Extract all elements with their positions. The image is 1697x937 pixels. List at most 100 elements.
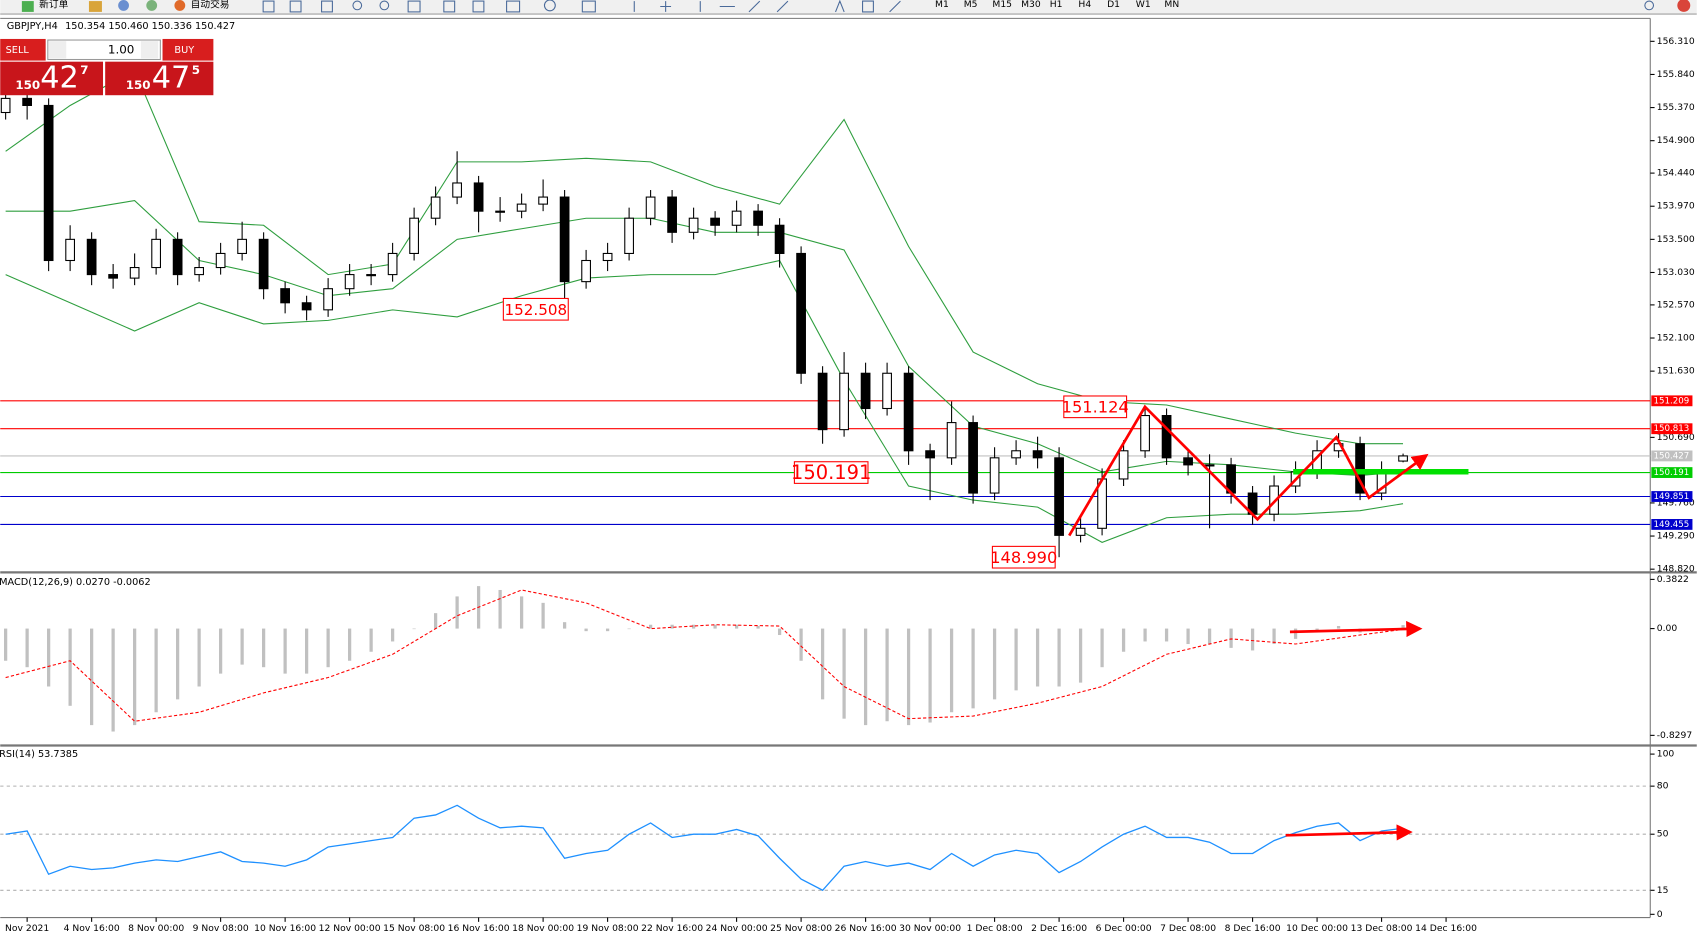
timeframe-button[interactable]: M15 — [992, 0, 1012, 10]
macd-bar — [648, 624, 653, 629]
macd-bar — [863, 628, 868, 726]
tool-icon[interactable] — [289, 0, 302, 13]
macd-bar — [25, 628, 29, 668]
macd-bar — [111, 628, 115, 732]
y-tick-label: 15 — [1657, 885, 1669, 896]
toolbar-icon[interactable] — [146, 0, 158, 11]
timeframe-button[interactable]: MN — [1164, 0, 1179, 10]
y-tick-label: 153.970 — [1657, 201, 1695, 212]
auto-trading-button[interactable]: 自动交易 — [191, 0, 230, 10]
bid-price[interactable] — [0, 61, 104, 96]
price-level-tag — [1651, 450, 1693, 462]
candle-body — [925, 450, 935, 459]
candle-body — [108, 274, 118, 279]
tool-icon[interactable] — [321, 0, 333, 13]
macd-bar — [133, 628, 137, 726]
y-tick-label: 80 — [1657, 781, 1669, 792]
macd-bar — [390, 628, 395, 642]
macd-bar — [971, 628, 975, 709]
auto-trading-icon[interactable] — [174, 0, 186, 11]
timeframe-button[interactable]: H1 — [1050, 0, 1063, 10]
macd-bar — [304, 628, 309, 674]
ask-price[interactable] — [105, 61, 214, 96]
tool-icon[interactable] — [543, 0, 556, 12]
macd-bar — [992, 628, 997, 700]
timeframe-button[interactable]: W1 — [1136, 0, 1151, 10]
price-level-label: 149.851 — [1653, 492, 1689, 502]
timeframe-button[interactable]: M1 — [935, 0, 949, 10]
candle-body — [129, 267, 140, 279]
x-tick-label: 9 Nov 08:00 — [193, 923, 249, 934]
one-click-trading: SELL 1.00 BUY 150 42 7 150 47 5 — [0, 38, 214, 96]
sell-button[interactable] — [0, 38, 46, 61]
tool-icon[interactable] — [443, 0, 456, 13]
tool-icon[interactable] — [472, 0, 485, 13]
candle-body — [774, 224, 785, 254]
y-tick-label: 0 — [1657, 909, 1663, 920]
chart-quote: 150.354 150.460 150.336 150.427 — [65, 21, 235, 32]
tool-icon[interactable] — [506, 0, 521, 13]
drawing-tools[interactable] — [633, 0, 901, 13]
candle-body — [516, 203, 527, 212]
macd-bar — [90, 628, 94, 726]
candle-body — [215, 252, 226, 269]
ask-main: 47 — [152, 60, 191, 95]
y-tick-label: 150.690 — [1657, 432, 1695, 443]
x-tick-label: 14 Dec 16:00 — [1415, 923, 1477, 934]
x-tick-label: 10 Dec 00:00 — [1286, 923, 1348, 934]
timeframe-button[interactable]: M5 — [964, 0, 978, 10]
candle-body — [323, 288, 333, 311]
zigzag-drawing — [1068, 404, 1429, 537]
candle-body — [151, 238, 161, 269]
candle-body — [1204, 464, 1215, 467]
toolbar-icon[interactable] — [118, 0, 129, 11]
new-order-icon[interactable] — [21, 1, 34, 12]
tool-icon[interactable] — [581, 0, 596, 13]
timeframe-button[interactable]: D1 — [1107, 0, 1120, 10]
macd-bar — [799, 628, 803, 661]
macd-bar — [756, 626, 760, 629]
macd-signal — [5, 589, 1404, 722]
tool-icon[interactable] — [407, 0, 421, 13]
timeframe-button[interactable]: M30 — [1021, 0, 1041, 10]
candle-body — [194, 267, 204, 276]
candle-body — [452, 182, 462, 198]
macd-bar — [734, 624, 739, 629]
zoom-in[interactable] — [352, 0, 363, 11]
toolbar-icon[interactable] — [88, 1, 102, 12]
search-icon[interactable] — [1644, 0, 1655, 11]
rsi-arrow — [1285, 824, 1413, 841]
bid-small: 7 — [80, 63, 88, 77]
candle-body — [946, 422, 957, 459]
y-tick-label: -0.8297 — [1657, 730, 1693, 741]
new-order-button[interactable]: 新订单 — [39, 0, 68, 10]
lots-up[interactable] — [140, 41, 159, 59]
price-annotation-box — [793, 461, 869, 484]
macd-bar — [1293, 628, 1298, 639]
timeframe-button[interactable]: H4 — [1078, 0, 1091, 10]
tool-icon[interactable] — [262, 0, 275, 13]
candle-body — [1118, 450, 1129, 480]
macd-bar — [1143, 628, 1147, 642]
macd-bar — [949, 628, 954, 713]
macd-bar — [4, 628, 8, 661]
notification-badge[interactable] — [1677, 0, 1691, 12]
zoom-out[interactable] — [379, 0, 390, 11]
buy-label[interactable]: BUY — [174, 45, 194, 56]
macd-bar — [455, 596, 459, 629]
rsi-title: RSI(14) 53.7385 — [0, 749, 78, 760]
macd-bar — [1078, 628, 1083, 683]
y-tick-label: 152.100 — [1657, 333, 1695, 344]
x-tick-label: 30 Nov 00:00 — [899, 923, 961, 934]
x-tick-label: 2 Dec 16:00 — [1031, 923, 1087, 934]
lots-value[interactable]: 1.00 — [108, 42, 134, 56]
macd-bar — [928, 628, 932, 723]
buy-button[interactable] — [162, 38, 214, 61]
y-tick-label: 100 — [1657, 749, 1675, 760]
sell-label[interactable]: SELL — [6, 45, 30, 56]
y-tick-label: 149.290 — [1657, 531, 1695, 542]
lots-input[interactable] — [47, 39, 161, 61]
lots-down[interactable] — [48, 41, 67, 59]
macd-bar — [1057, 628, 1061, 687]
macd-bar — [347, 628, 352, 661]
